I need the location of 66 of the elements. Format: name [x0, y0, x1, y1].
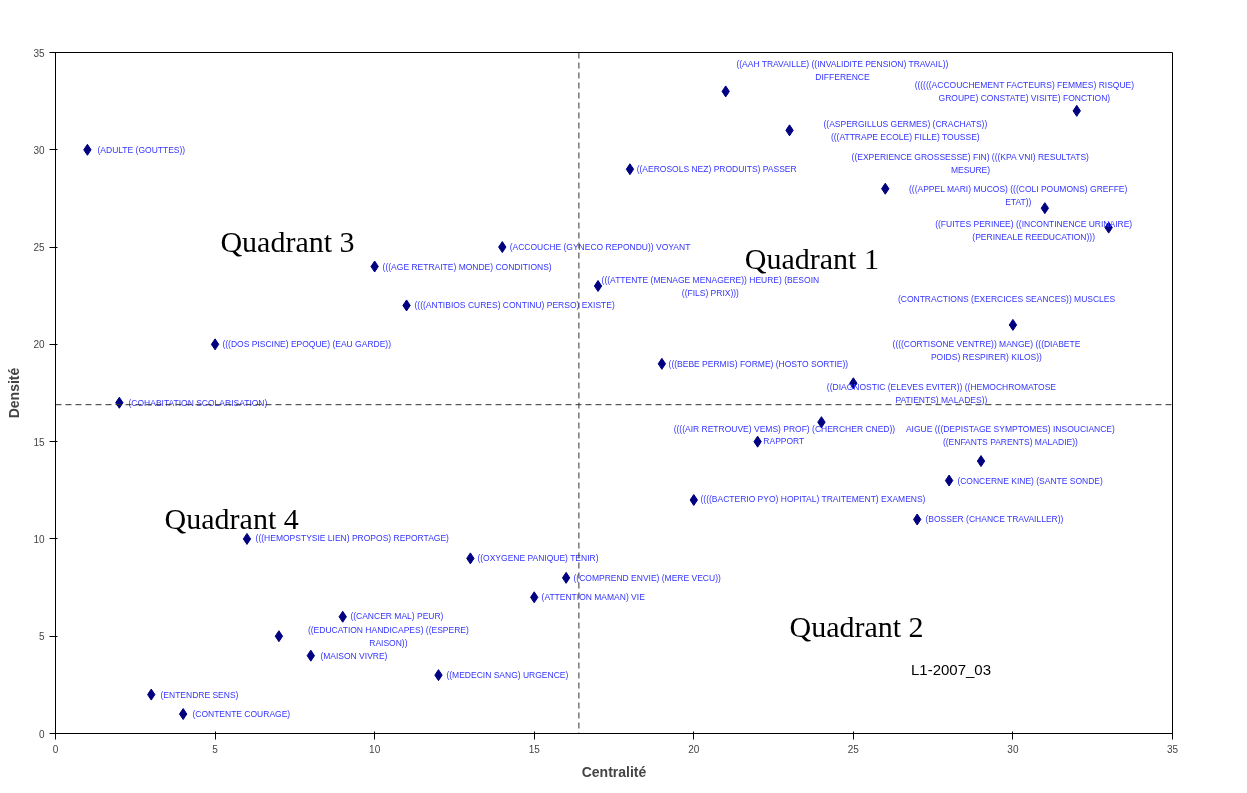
y-axis-title: Densité — [6, 367, 23, 419]
point — [657, 357, 667, 370]
x-tick-label: 15 — [528, 743, 541, 755]
x-tick-label: 20 — [688, 743, 700, 755]
annotation: ((DIAGNOSTIC (ELEVES EVITER)) ((HEMOCHROMATOSE PATIENTS) MALADES)) — [826, 382, 1057, 406]
point — [1008, 318, 1018, 331]
x-tick-label: 35 — [1166, 743, 1179, 755]
annotation: (ACCOUCHE (GYNECO REPONDU)) VOYANT — [509, 241, 691, 252]
annotation: Quadrant 1 — [744, 242, 879, 276]
annotation: (((AGE RETRAITE) MONDE) CONDITIONS) — [382, 261, 552, 272]
annotation: L1-2007_03 — [910, 660, 992, 678]
annotation: ((OXYGENE PANIQUE) TENIR) — [477, 553, 599, 564]
annotation: (ATTENTION MAMAN) VIE — [541, 592, 646, 603]
annotation: Quadrant 2 — [789, 609, 924, 643]
point — [561, 571, 571, 584]
point — [274, 630, 284, 643]
annotation: ((MEDECIN SANG) URGENCE) — [446, 669, 569, 680]
x-tick-label: 30 — [1007, 743, 1019, 755]
y-tick-label: 10 — [33, 533, 45, 545]
point — [625, 163, 635, 176]
x-axis-title: Centralité — [581, 763, 647, 780]
point — [593, 279, 603, 292]
point — [1040, 202, 1050, 215]
annotation: (CONTENTE COURAGE) — [192, 708, 291, 719]
annotation: ((EDUCATION HANDICAPES) ((ESPERE) RAISON)) — [307, 625, 469, 649]
y-tick-label: 25 — [33, 242, 45, 254]
annotation: (((DOS PISCINE) EPOQUE) (EAU GARDE)) — [222, 339, 392, 350]
annotation: (((HEMOPSTYSIE LIEN) PROPOS) REPORTAGE) — [255, 533, 450, 544]
annotation: Quadrant 4 — [164, 501, 299, 535]
annotation: (((BEBE PERMIS) FORME) (HOSTO SORTIE)) — [668, 359, 849, 370]
y-tick-label: 5 — [38, 631, 45, 643]
annotation: (COHABITATION SCOLARISATION) — [128, 397, 268, 408]
annotation: ((((((ACCOUCHEMENT FACTEURS) FEMMES) RISQUE) GROUPE) CONSTATE) VISITE) FONCTION) — [914, 79, 1135, 103]
annotation: (MAISON VIVRE) — [320, 650, 388, 661]
y-tick-label: 20 — [33, 339, 45, 351]
y-tick-label: 35 — [33, 47, 45, 59]
annotation: ((CANCER MAL) PEUR) — [350, 610, 444, 621]
y-tick-label: 30 — [33, 144, 45, 156]
annotation: Quadrant 3 — [220, 224, 355, 258]
annotation: (ENTENDRE SENS) — [160, 689, 239, 700]
point — [944, 474, 954, 487]
annotation: ((AEROSOLS NEZ) PRODUITS) PASSER — [636, 164, 797, 175]
annotation: (BOSSER (CHANCE TRAVAILLER)) — [925, 514, 1064, 525]
point — [178, 708, 188, 721]
point — [210, 338, 220, 351]
x-tick-label: 25 — [847, 743, 860, 755]
annotation: (ADULTE (GOUTTES)) — [97, 145, 186, 156]
annotation: (CONTRACTIONS (EXERCICES SEANCES)) MUSCLES — [897, 294, 1116, 305]
annotation: ((COMPREND ENVIE) (MERE VECU)) — [573, 573, 721, 584]
annotation: ((((BACTERIO PYO) HOPITAL) TRAITEMENT) EXAMENS) — [700, 494, 926, 505]
annotation: (((ATTENTE (MENAGE MENAGERE)) HEURE) (BESOIN ((FILS) PRIX))) — [601, 275, 820, 299]
annotation: ((EXPERIENCE GROSSESSE) FIN) (((KPA VNI) RESULTATS) MESURE) — [851, 152, 1090, 176]
annotation: ((((CORTISONE VENTRE)) MANGE) (((DIABETE POIDS) RESPIRER) KILOS)) — [892, 339, 1081, 363]
annotation: (((APPEL MARI) MUCOS) (((COLI POUMONS) GREFFE) ETAT)) — [909, 183, 1128, 207]
y-tick-label: 15 — [33, 436, 45, 448]
y-tick-label: 0 — [38, 728, 45, 740]
annotation: ((ASPERGILLUS GERMES) (CRACHATS)) (((ATTRAPE ECOLE) FILLE) TOUSSE) — [823, 118, 988, 142]
annotation: RAPPORT — [763, 435, 805, 446]
annotation: (CONCERNE KINE) (SANTE SONDE) — [957, 475, 1104, 486]
x-tick-label: 5 — [212, 743, 219, 755]
annotation: ((((AIR RETROUVE) VEMS) PROF) (CHERCHER CNED)) — [673, 424, 896, 435]
x-tick-label: 10 — [369, 743, 381, 755]
point — [976, 455, 986, 468]
annotation: ((AAH TRAVAILLE) ((INVALIDITE PENSION) TRAVAIL)) DIFFERENCE — [736, 58, 949, 82]
annotation: AIGUE (((DEPISTAGE SYMPTOMES) INSOUCIANCE) ((ENFANTS PARENTS) MALADIE)) — [905, 423, 1115, 447]
x-tick-label: 0 — [52, 743, 59, 755]
